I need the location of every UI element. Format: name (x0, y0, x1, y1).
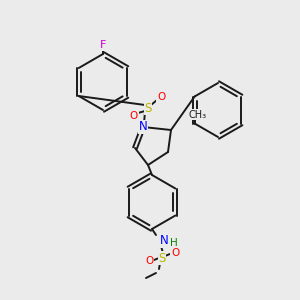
Text: S: S (144, 101, 152, 115)
Text: O: O (157, 92, 165, 102)
Text: N: N (160, 235, 168, 248)
Text: S: S (158, 251, 166, 265)
Text: F: F (100, 40, 106, 50)
Text: O: O (130, 111, 138, 121)
Text: O: O (171, 248, 179, 258)
Text: H: H (170, 238, 178, 248)
Text: N: N (139, 121, 147, 134)
Text: O: O (145, 256, 153, 266)
Text: CH₃: CH₃ (189, 110, 207, 119)
